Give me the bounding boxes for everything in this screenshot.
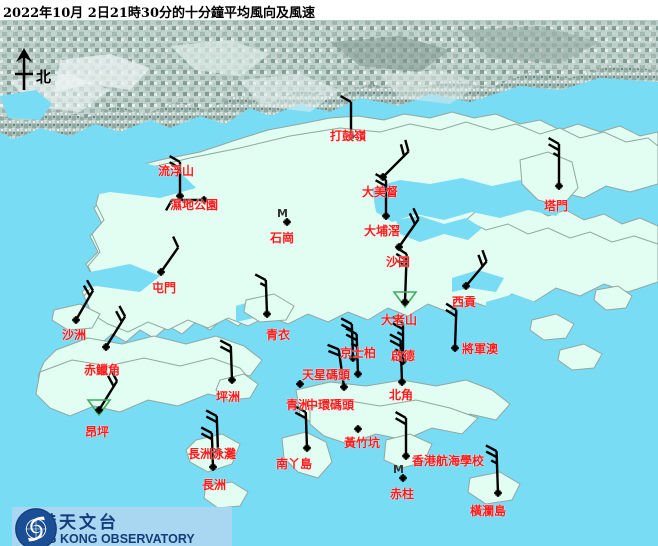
wind-barb bbox=[74, 279, 95, 321]
wind-barb bbox=[327, 343, 346, 388]
missing-data-flag: M bbox=[277, 207, 288, 220]
highland-station-triangle bbox=[86, 399, 112, 417]
logo-name-english: HONG KONG OBSERVATORY bbox=[19, 532, 195, 546]
wind-barb bbox=[205, 409, 220, 453]
station-label[interactable]: 大埔滘 bbox=[364, 224, 401, 238]
station-label[interactable]: 北角 bbox=[389, 388, 414, 402]
wind-barb bbox=[254, 273, 269, 315]
station-label[interactable]: 沙洲 bbox=[62, 328, 87, 342]
station-label[interactable]: 石崗 bbox=[270, 231, 295, 245]
north-label: 北 bbox=[36, 68, 52, 86]
wind-barb bbox=[164, 198, 204, 212]
wind-barb bbox=[445, 302, 458, 349]
wind-barb bbox=[395, 246, 408, 303]
station-label[interactable]: 中環碼頭 bbox=[306, 398, 355, 412]
station-label[interactable]: 京士柏 bbox=[340, 346, 377, 360]
hongkong-landmass bbox=[77, 111, 658, 347]
station-label[interactable]: 沙田 bbox=[386, 255, 411, 269]
hko-swirl-logo-icon bbox=[15, 508, 57, 546]
north-arrow-icon bbox=[15, 48, 33, 90]
map-canvas: 打鼓嶺流浮山濕地公園 M 石崗 大美督塔門大埔滘沙田屯門西貢大老山沙洲 青衣赤鱲角 京士柏… bbox=[0, 20, 658, 546]
station-label[interactable]: 青洲 bbox=[286, 398, 311, 412]
wind-barb bbox=[97, 370, 119, 411]
station-label[interactable]: 長洲泳灘 bbox=[188, 447, 237, 461]
north-arrow: 北 bbox=[6, 44, 66, 94]
station-label[interactable]: 黃竹坑 bbox=[344, 436, 381, 450]
station-label[interactable]: 打鼓嶺 bbox=[330, 129, 367, 143]
mainland-landmass bbox=[0, 20, 658, 166]
wind-barb bbox=[340, 317, 355, 359]
geography-layer bbox=[0, 20, 658, 546]
wind-barb bbox=[398, 207, 420, 248]
title-bar: 2022年10月 2日21時30分的十分鐘平均風向及風速 bbox=[0, 0, 658, 21]
station-label[interactable]: 赤鱲角 bbox=[84, 363, 121, 377]
station-label[interactable]: 香港航海學校 bbox=[412, 454, 485, 468]
station-label[interactable]: 赤柱 bbox=[390, 487, 415, 501]
wind-barb bbox=[168, 154, 182, 196]
station-label[interactable]: 西貢 bbox=[452, 295, 477, 309]
wind-barbs-layer bbox=[74, 94, 561, 494]
station-label[interactable]: 啟德 bbox=[391, 349, 416, 363]
station-label[interactable]: 屯門 bbox=[152, 281, 177, 295]
station-label[interactable]: 青衣 bbox=[266, 328, 291, 342]
wind-barb bbox=[160, 236, 180, 273]
wind-barb bbox=[485, 444, 500, 494]
station-label[interactable]: 長洲 bbox=[202, 478, 227, 492]
wind-barb bbox=[382, 139, 410, 178]
wind-barb bbox=[547, 136, 561, 186]
station-label[interactable]: 南丫島 bbox=[276, 457, 313, 471]
station-label[interactable]: 大美督 bbox=[362, 185, 399, 199]
stanley-peninsula bbox=[383, 433, 433, 469]
wind-barb bbox=[394, 410, 408, 456]
station-label[interactable]: 大老山 bbox=[381, 313, 418, 327]
wind-barb bbox=[294, 405, 309, 449]
station-label[interactable]: 昂坪 bbox=[85, 425, 110, 439]
station-label[interactable]: 濕地公園 bbox=[170, 198, 219, 212]
station-label[interactable]: 塔門 bbox=[544, 199, 569, 213]
wind-barb bbox=[200, 426, 215, 468]
missing-data-flag: M bbox=[393, 463, 404, 476]
wind-barb bbox=[219, 339, 234, 381]
outlying-islands bbox=[51, 151, 633, 509]
hko-logo: 香港天文台 HONG KONG OBSERVATORY bbox=[12, 507, 232, 546]
wind-barb bbox=[391, 315, 405, 361]
wind-barb bbox=[104, 305, 127, 348]
page-title: 2022年10月 2日21時30分的十分鐘平均風向及風速 bbox=[3, 6, 316, 21]
station-label[interactable]: 坪洲 bbox=[216, 390, 241, 404]
station-label[interactable]: 流浮山 bbox=[158, 164, 195, 178]
wind-barb bbox=[345, 327, 360, 375]
wind-barb bbox=[465, 249, 488, 287]
station-label[interactable]: 天星碼頭 bbox=[302, 368, 351, 382]
territory-shapes bbox=[0, 151, 633, 509]
station-label[interactable]: 橫瀾島 bbox=[470, 504, 507, 518]
station-label[interactable]: 將軍澳 bbox=[462, 342, 499, 356]
station-markers-layer bbox=[72, 132, 563, 497]
wind-barb bbox=[339, 94, 353, 136]
highland-station-triangle bbox=[392, 291, 418, 309]
